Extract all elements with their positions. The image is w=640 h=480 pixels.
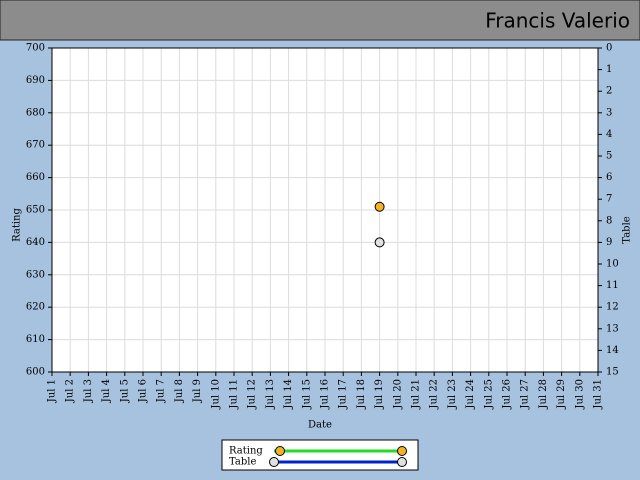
x-tick-label: Jul 10: [210, 379, 221, 410]
x-tick-label: Jul 8: [174, 379, 185, 403]
y2-tick-label: 4: [606, 129, 612, 140]
y2-tick-label: 10: [606, 259, 619, 270]
x-tick-label: Jul 19: [374, 379, 385, 410]
y-tick-label: 630: [26, 269, 45, 280]
y-tick-label: 690: [26, 75, 45, 86]
x-tick-label: Jul 12: [247, 379, 258, 410]
y2-tick-label: 14: [606, 345, 619, 356]
x-tick-label: Jul 31: [593, 379, 604, 410]
y2-tick-label: 5: [606, 151, 612, 162]
y2-tick-label: 6: [606, 172, 612, 183]
x-tick-label: Jul 6: [138, 379, 149, 403]
legend-label: Table: [229, 457, 256, 468]
legend-marker: [397, 457, 407, 467]
y-tick-label: 610: [26, 334, 45, 345]
x-tick-label: Jul 28: [538, 379, 549, 410]
x-tick-label: Jul 30: [574, 379, 585, 410]
y2-tick-label: 11: [606, 280, 619, 291]
y-tick-label: 650: [26, 205, 45, 216]
x-tick-label: Jul 18: [356, 379, 367, 410]
y-tick-label: 620: [26, 302, 45, 313]
x-tick-label: Jul 17: [338, 379, 349, 410]
y-tick-label: 670: [26, 140, 45, 151]
legend-label: Rating: [229, 446, 263, 457]
y2-tick-label: 3: [606, 107, 612, 118]
y-tick-label: 680: [26, 107, 45, 118]
x-tick-label: Jul 26: [502, 379, 513, 410]
x-tick-label: Jul 5: [119, 379, 130, 403]
y2-tick-label: 0: [606, 43, 612, 54]
header: [0, 0, 640, 41]
x-tick-label: Jul 4: [101, 379, 112, 403]
y2-axis-label: Table: [622, 216, 633, 243]
x-tick-label: Jul 29: [556, 379, 567, 410]
x-tick-label: Jul 14: [283, 379, 294, 410]
x-tick-label: Jul 2: [65, 379, 76, 403]
y-tick-label: 660: [26, 172, 45, 183]
y2-tick-label: 15: [606, 367, 619, 378]
x-tick-label: Jul 1: [47, 379, 58, 403]
data-point: [374, 237, 385, 248]
x-tick-label: Jul 13: [265, 379, 276, 410]
x-tick-label: Jul 15: [301, 379, 312, 410]
y2-tick-label: 8: [606, 215, 612, 226]
x-tick-label: Jul 24: [465, 379, 476, 410]
x-tick-label: Jul 20: [392, 379, 403, 410]
y-tick-label: 640: [26, 237, 45, 248]
x-tick-label: Jul 3: [83, 379, 94, 403]
y-tick-label: 600: [26, 367, 45, 378]
y-tick-label: 700: [26, 43, 45, 54]
x-tick-label: Jul 9: [192, 379, 203, 403]
y2-tick-label: 2: [606, 86, 612, 97]
x-tick-label: Jul 23: [447, 379, 458, 410]
legend-marker: [275, 446, 285, 456]
y2-tick-label: 13: [606, 323, 619, 334]
x-tick-label: Jul 11: [229, 379, 240, 410]
y2-tick-label: 7: [606, 194, 612, 205]
legend: [221, 439, 419, 471]
x-tick-label: Jul 27: [520, 379, 531, 410]
x-tick-label: Jul 16: [320, 379, 331, 410]
y2-tick-label: 1: [606, 64, 612, 75]
y-axis-label: Rating: [12, 208, 23, 242]
y2-tick-label: 9: [606, 237, 612, 248]
x-axis-label: Date: [308, 420, 332, 431]
y2-tick-label: 12: [606, 302, 619, 313]
legend-marker: [269, 457, 279, 467]
x-tick-label: Jul 22: [429, 379, 440, 410]
legend-marker: [397, 446, 407, 456]
x-tick-label: Jul 21: [411, 379, 422, 410]
chart-title: Francis Valerio: [485, 9, 630, 33]
data-point: [374, 201, 385, 212]
x-tick-label: Jul 25: [483, 379, 494, 410]
x-tick-label: Jul 7: [156, 379, 167, 403]
